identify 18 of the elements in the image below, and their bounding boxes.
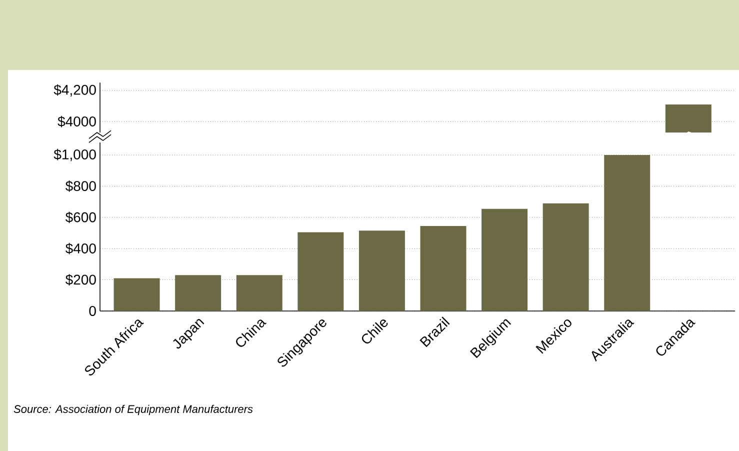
y-tick-label: 0 xyxy=(89,306,96,316)
bar xyxy=(604,155,650,311)
source-note: Source: Association of Equipment Manufacturers xyxy=(14,404,253,416)
bar xyxy=(298,232,344,311)
bar xyxy=(482,208,528,311)
bar xyxy=(236,275,282,311)
bar xyxy=(420,226,466,311)
y-tick-label: $400 xyxy=(65,242,96,254)
y-tick-label: $800 xyxy=(65,180,96,192)
y-tick-label: $1,000 xyxy=(54,148,96,162)
y-tick-label: $4000 xyxy=(58,116,96,128)
y-tick-label: $200 xyxy=(65,274,96,286)
y-tick-label: $600 xyxy=(65,212,96,224)
bar xyxy=(358,230,405,311)
y-tick-label: $4,200 xyxy=(54,84,96,96)
bar xyxy=(175,275,222,311)
bar xyxy=(114,278,160,311)
bar xyxy=(542,203,589,311)
